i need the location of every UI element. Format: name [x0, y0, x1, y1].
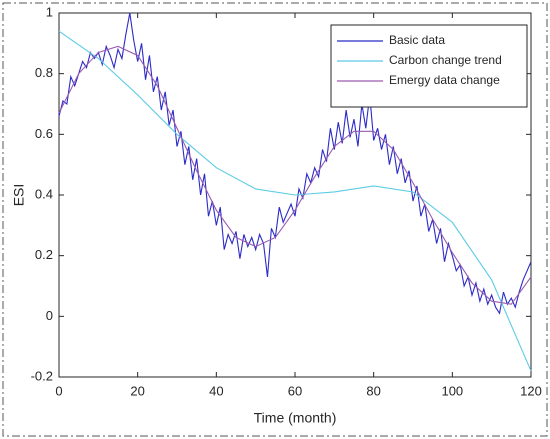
y-tick-label: 0.8 — [35, 65, 53, 80]
y-tick-label: 0.2 — [35, 247, 53, 262]
series-line — [58, 45, 532, 305]
x-tick-label: 80 — [366, 383, 380, 398]
y-tick-label: -0.2 — [31, 368, 53, 383]
x-tick-label: 120 — [520, 383, 542, 398]
legend-label: Emergy data change — [389, 73, 500, 87]
legend-box — [330, 24, 528, 108]
x-tick-label: 100 — [441, 383, 463, 398]
x-axis-label: Time (month) — [254, 410, 337, 426]
y-tick-label: 1 — [46, 4, 53, 19]
legend-label: Basic data — [389, 33, 445, 47]
series-line — [58, 30, 532, 372]
x-tick-label: 20 — [130, 383, 144, 398]
y-tick-label: 0.6 — [35, 126, 53, 141]
y-tick-label: 0 — [46, 308, 53, 323]
legend-label: Carbon change trend — [389, 53, 502, 67]
series-line — [58, 12, 532, 315]
x-tick-label: 0 — [55, 383, 62, 398]
y-axis-label: ESI — [11, 184, 27, 207]
y-tick-label: 0.4 — [35, 186, 53, 201]
x-tick-label: 60 — [288, 383, 302, 398]
x-tick-label: 40 — [209, 383, 223, 398]
